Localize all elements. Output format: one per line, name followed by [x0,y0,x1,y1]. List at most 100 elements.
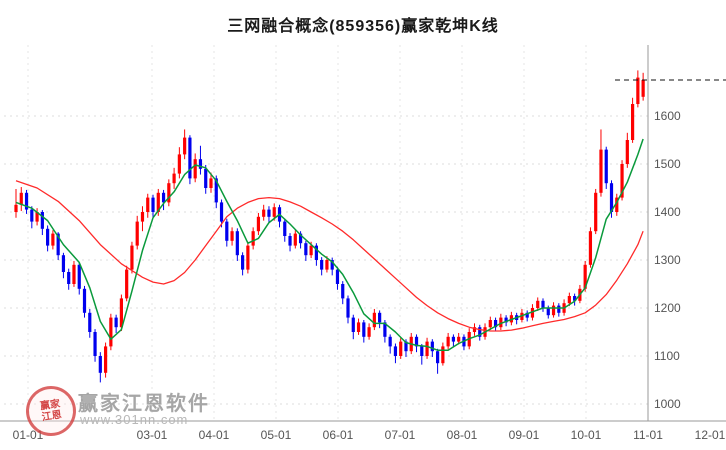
candle-body [573,296,577,301]
candle-body [525,312,529,318]
candle-body [457,336,461,342]
candle-body [267,209,271,217]
candle-body [93,332,97,356]
candle-body [472,327,477,332]
candle-body [309,245,313,256]
x-axis-label: 12-01 [694,428,726,442]
candle-body [372,312,376,328]
candle-body [230,231,234,241]
candle-body [46,228,50,246]
candle-body [293,233,297,246]
candle-body [140,212,145,222]
candle-body [135,221,139,246]
candle-body [209,178,213,188]
candle-body [383,322,387,337]
candle-body [161,192,166,203]
candle-body [378,312,382,323]
x-axis-label: 08-01 [446,428,478,442]
y-axis-label: 1300 [654,253,681,267]
candle-body [119,298,123,328]
candle-body [251,231,255,246]
candle-body [530,308,535,318]
candle-body [557,305,561,313]
candle-body [183,137,187,155]
candle-body [156,192,160,212]
candle-body [125,269,129,299]
candle-body [567,296,571,304]
candle-body [225,221,229,241]
candle-body [114,317,118,328]
candle-body [604,149,608,184]
candle-body [504,317,508,323]
candle-body [61,255,66,272]
x-axis-label: 03-01 [136,428,168,442]
ma-slow-line [15,180,644,332]
candle-body [214,178,218,203]
candle-body [151,197,155,212]
candle-body [630,104,635,140]
watermark-brand: 赢家江恩软件 [78,393,210,415]
candle-body [436,351,440,364]
watermark-url: www.301nn.com [80,412,189,427]
candle-body [451,336,456,342]
candle-body [588,231,593,265]
candle-body [304,243,308,256]
candle-body [636,77,640,104]
candle-body [204,168,208,188]
candle-body [314,245,318,260]
candle-body [594,192,598,232]
candle-body [146,197,150,212]
candle-body [446,336,450,347]
y-axis-label: 1000 [654,397,681,411]
y-axis-label: 1400 [654,205,681,219]
candle-body [615,197,619,212]
candle-body [288,236,292,246]
candle-body [130,245,134,270]
candle-body [346,298,350,318]
candle-body [625,140,629,164]
candle-body [35,212,39,222]
candle-body [235,231,239,256]
brand-seal-text: 赢家 江恩 [39,398,63,424]
candle-body [541,300,545,308]
candle-body [30,209,34,222]
candle-body [609,183,614,212]
x-axis-label: 01-01 [12,428,44,442]
candle-body [177,154,181,174]
candle-body [330,260,334,270]
x-axis-label: 04-01 [198,428,230,442]
candle-body [67,272,71,284]
y-axis-label: 1100 [654,349,680,363]
candle-body [393,346,398,356]
x-axis-label: 05-01 [260,428,292,442]
candle-body [246,245,250,270]
x-axis-label: 09-01 [508,428,540,442]
candle-body [404,341,408,352]
candle-body [399,341,403,356]
candle-body [103,346,108,373]
candle-body [298,233,303,244]
candle-body [356,322,361,332]
candle-body [620,164,624,198]
candle-body [82,288,87,313]
candle-body [420,346,424,356]
candle-body [24,192,29,210]
candle-body [56,233,60,256]
candle-body [109,317,113,347]
candle-body [551,305,556,316]
y-axis-label: 1200 [654,301,681,315]
candle-body [193,159,197,179]
candle-body [362,322,366,337]
candle-body [599,149,603,193]
candle-body [51,233,55,246]
candle-body [425,341,429,356]
candle-body [262,209,266,217]
candle-body [272,207,276,217]
candle-body [488,320,492,328]
candle-body [335,269,340,284]
candle-body [493,320,498,328]
candle-body [72,264,76,284]
candle-body [441,346,445,364]
